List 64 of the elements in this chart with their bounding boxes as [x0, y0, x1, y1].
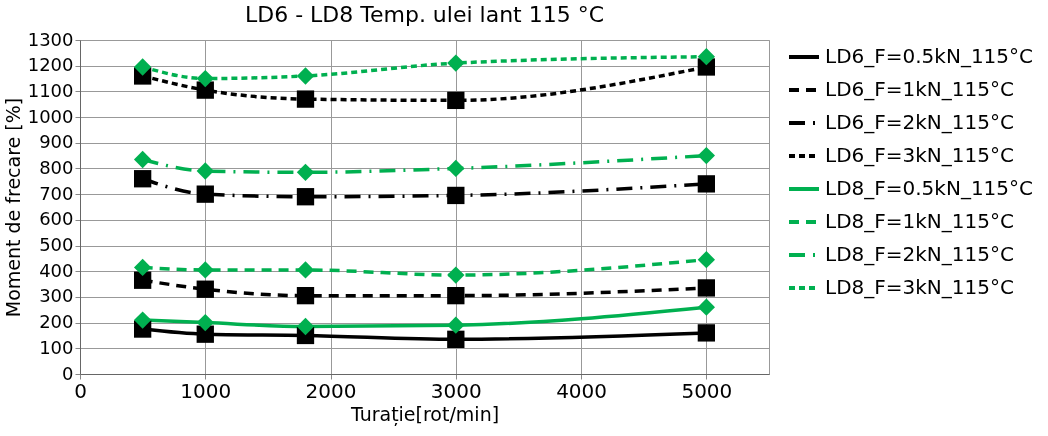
point [296, 67, 315, 85]
point [133, 311, 152, 329]
point [196, 280, 214, 298]
point [447, 266, 465, 284]
legend-label: LD6_F=0.5kN_115°C [825, 44, 1034, 68]
y-tick-label: 400 [39, 259, 74, 281]
point [196, 261, 214, 279]
chart-title: LD6 - LD8 Temp. ulei lant 115 °C [244, 2, 605, 27]
x-tick-label: 5000 [681, 378, 733, 403]
point [697, 48, 716, 66]
point [296, 188, 315, 206]
point [133, 258, 152, 277]
point [447, 186, 465, 205]
point [697, 324, 716, 342]
point [133, 150, 152, 169]
y-tick-label: 1300 [27, 28, 74, 50]
y-tick-label: 200 [39, 311, 74, 333]
y-tick-label: 100 [39, 336, 74, 358]
legend-label: LD8_F=0.5kN_115°C [825, 176, 1034, 200]
point [296, 317, 315, 336]
point [447, 91, 465, 110]
y-tick-label: 700 [39, 182, 74, 204]
y-tick-label: 1100 [27, 79, 74, 101]
point [447, 159, 465, 178]
point [697, 298, 716, 316]
legend-label: LD8_F=1kN_115°C [825, 209, 1014, 233]
point [196, 162, 214, 180]
point [296, 163, 315, 181]
point [296, 261, 315, 279]
x-tick-label: 2000 [305, 378, 357, 403]
point [697, 279, 716, 297]
x-axis-title: Turație[rot/min] [349, 402, 500, 426]
point [447, 286, 465, 305]
x-tick-label: 1000 [180, 378, 232, 403]
legend-label: LD8_F=2kN_115°C [825, 242, 1014, 266]
y-tick-label: 600 [39, 208, 74, 230]
y-tick-label: 1000 [27, 105, 74, 127]
y-tick-label: 800 [39, 156, 74, 178]
point [447, 54, 465, 72]
point [133, 170, 152, 188]
point [196, 313, 214, 332]
y-tick-label: 900 [39, 131, 74, 153]
y-tick-label: 1200 [27, 54, 74, 76]
y-axis-title: Moment de frecare [%] [1, 97, 24, 318]
point [296, 286, 315, 305]
legend-label: LD6_F=2kN_115°C [825, 110, 1014, 134]
legend-label: LD6_F=3kN_115°C [825, 143, 1014, 167]
point [296, 90, 315, 108]
point [447, 330, 465, 348]
legend-label: LD6_F=1kN_115°C [825, 77, 1014, 101]
x-tick-label: 4000 [556, 378, 608, 403]
point [133, 271, 152, 289]
y-tick-label: 0 [62, 362, 74, 384]
y-tick-label: 500 [39, 234, 74, 256]
point [697, 146, 716, 165]
point [697, 251, 716, 269]
point [697, 175, 716, 193]
y-tick-label: 300 [39, 285, 74, 307]
x-tick-label: 3000 [430, 378, 482, 403]
point [196, 185, 214, 203]
point [133, 58, 152, 76]
legend-label: LD8_F=3kN_115°C [825, 275, 1014, 299]
point [196, 69, 214, 88]
point [447, 316, 465, 334]
